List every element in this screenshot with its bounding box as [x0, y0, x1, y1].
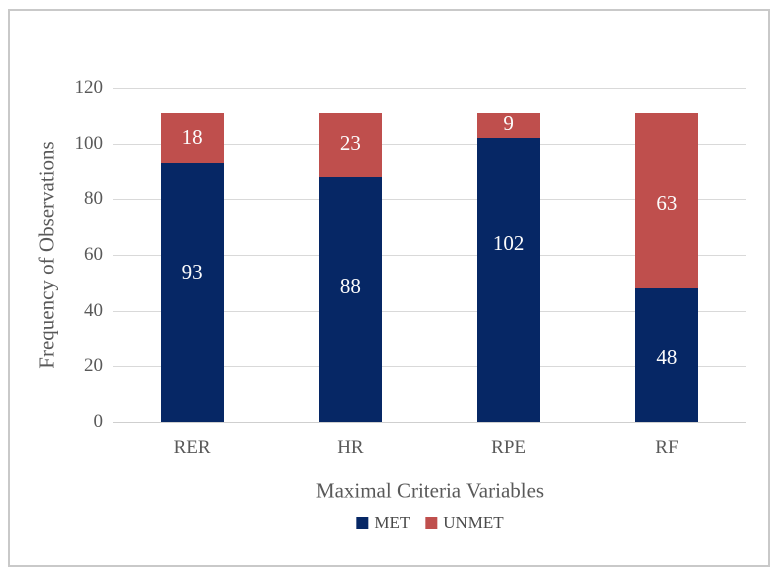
bar-value-label-unmet: 23 [339, 131, 361, 156]
bar-value-label-met: 93 [181, 259, 203, 284]
x-axis-title: Maximal Criteria Variables [315, 478, 545, 503]
bar-segment-met [477, 138, 541, 422]
y-tick-label: 120 [74, 77, 104, 98]
gridline [113, 422, 746, 423]
legend-label: UNMET [443, 513, 504, 532]
bar-segment-unmet [318, 113, 382, 178]
legend-item-met: MET [356, 513, 410, 533]
gridline [113, 143, 746, 145]
bar-segment-met [635, 288, 699, 422]
bar-value-label-unmet: 18 [181, 125, 203, 150]
gridline [113, 88, 746, 89]
bar-value-label-met: 48 [656, 344, 678, 369]
y-axis-title: Frequency of Observations [34, 141, 59, 369]
x-category-label: HR [337, 437, 364, 458]
bar-value-label-met: 88 [339, 274, 361, 299]
x-category-label: RPE [491, 437, 527, 458]
legend-label: MET [374, 513, 411, 532]
bar-segment-unmet [635, 113, 699, 289]
y-tick-label: 40 [84, 299, 103, 321]
y-tick-label: 20 [84, 355, 103, 377]
y-tick-label: 80 [84, 188, 103, 210]
x-category-label: RER [173, 437, 211, 458]
legend: MET UNMET [356, 513, 504, 533]
legend-item-unmet: UNMET [425, 513, 504, 533]
bar-value-label-unmet: 9 [503, 111, 514, 136]
bar-segment-unmet [477, 113, 541, 139]
y-tick-label: 100 [74, 132, 104, 154]
x-category-label: RF [655, 437, 679, 458]
gridline [113, 310, 746, 312]
bar-segment-met [160, 163, 224, 422]
bar-value-label-met: 102 [492, 231, 525, 256]
gridline [113, 199, 746, 201]
legend-marker-met [356, 517, 369, 529]
bar-segment-unmet [160, 113, 224, 164]
gridline [113, 366, 746, 368]
y-tick-label: 60 [84, 244, 103, 265]
gridline [113, 255, 746, 256]
legend-marker-unmet [425, 517, 438, 529]
bar-segment-met [318, 177, 382, 422]
bar-value-label-unmet: 63 [656, 190, 678, 215]
y-tick-label: 0 [93, 411, 104, 432]
